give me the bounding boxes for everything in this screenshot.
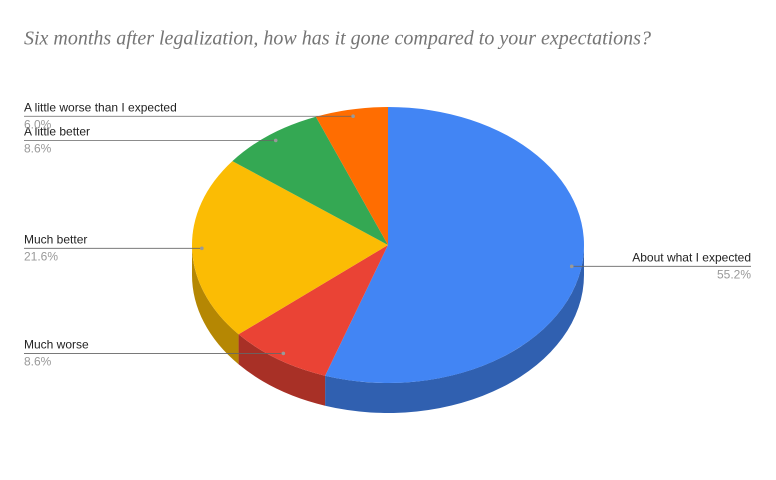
slice-label: Much better (24, 232, 87, 246)
slice-label: Much worse (24, 338, 89, 352)
leader-dot (281, 351, 286, 356)
slice-value-label: 8.6% (24, 355, 52, 369)
leader-dot (569, 264, 574, 269)
slice-label: About what I expected (632, 250, 751, 264)
slice-label: A little worse than I expected (24, 100, 177, 114)
slice-value-label: 6.0% (24, 117, 52, 131)
slice-value-label: 8.6% (24, 142, 52, 156)
slice-side (238, 334, 326, 406)
leader-dot (200, 246, 204, 251)
slice-value-label: 21.6% (24, 249, 58, 263)
slice (232, 116, 388, 245)
slice-side (325, 245, 584, 413)
slice (315, 107, 388, 245)
slice (191, 161, 388, 335)
leader-dot (273, 138, 278, 143)
slice-side (192, 245, 239, 365)
slice (238, 245, 388, 376)
chart-title: Six months after legalization, how has i… (24, 28, 651, 50)
leader-dot (351, 114, 355, 119)
slice-label: A little better (24, 125, 90, 139)
slice (325, 107, 585, 383)
slice-value-label: 55.2% (717, 267, 751, 281)
